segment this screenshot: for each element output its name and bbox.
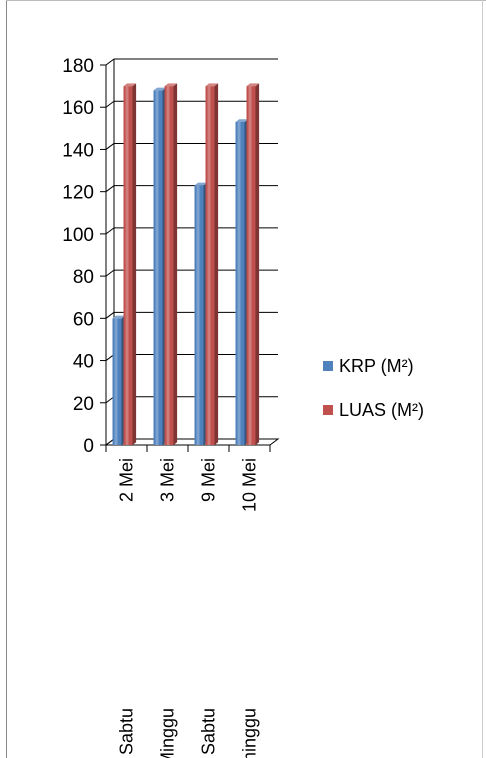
x-date-label: 10 Mei — [240, 458, 260, 512]
bar-highlight — [196, 185, 200, 446]
bars — [112, 83, 260, 446]
y-tick-label: 60 — [73, 309, 94, 330]
x-date-label: 3 Mei — [158, 458, 178, 502]
bar-side — [214, 83, 219, 446]
y-tick-label: 40 — [73, 352, 94, 373]
x-day-label: minggu — [240, 708, 260, 758]
bar-highlight — [237, 122, 241, 445]
bar-side — [173, 83, 178, 446]
legend-label: KRP (M²) — [339, 356, 414, 376]
bar-top — [164, 83, 178, 87]
legend-entry: KRP (M²) — [323, 356, 414, 376]
gridline-side — [105, 227, 115, 235]
y-tick-label: 100 — [62, 225, 94, 246]
y-tick-label: 80 — [73, 267, 94, 288]
x-day-label: Sabtu — [117, 708, 137, 755]
x-day-label: Minggu — [158, 708, 178, 758]
y-tick-label: 160 — [62, 98, 94, 119]
bar — [246, 83, 260, 446]
bar — [164, 83, 178, 446]
bar-top — [153, 87, 167, 91]
x-date-label: 9 Mei — [199, 458, 219, 502]
bar — [123, 83, 137, 446]
y-tick-label: 0 — [83, 436, 94, 457]
legend-entry: LUAS (M²) — [323, 400, 424, 420]
x-date-label: 2 Mei — [117, 458, 137, 502]
bar-top — [246, 83, 260, 87]
y-tick-label: 120 — [62, 183, 94, 204]
x-day-label: Sabtu — [199, 708, 219, 755]
gridline-side — [105, 100, 115, 108]
bar-top — [123, 83, 137, 87]
gridline-side — [105, 269, 115, 277]
bar — [194, 182, 208, 446]
bar — [112, 315, 126, 445]
y-tick-label: 20 — [73, 394, 94, 415]
gridline-side — [105, 311, 115, 319]
bar-top — [205, 83, 219, 87]
bar — [235, 119, 249, 446]
bar-side — [132, 83, 137, 446]
bar — [153, 87, 167, 445]
y-tick-labels: 0 20 40 60 80 100 120 140 160 180 — [62, 56, 94, 457]
y-tick-label: 180 — [62, 56, 94, 77]
bar-side — [255, 83, 260, 446]
bar-highlight — [114, 318, 118, 445]
floor — [104, 438, 280, 446]
bar — [205, 83, 219, 446]
x-tick-labels: 2 Mei Sabtu 3 Mei Minggu 9 Mei Sabtu 10 Mei min… — [117, 458, 260, 758]
gridline-side — [105, 58, 115, 66]
bar-top — [112, 315, 126, 319]
bar-top — [235, 119, 249, 122]
gridline-side — [105, 143, 115, 150]
legend-label: LUAS (M²) — [339, 400, 424, 420]
y-tick-label: 140 — [62, 140, 94, 161]
legend-swatch — [323, 361, 333, 371]
legend: KRP (M²) LUAS (M²) — [323, 356, 424, 420]
bar-highlight — [207, 86, 211, 445]
gridline-side — [105, 185, 115, 193]
bar-highlight — [166, 86, 170, 445]
legend-swatch — [323, 405, 333, 415]
bar-highlight — [125, 86, 129, 445]
bar-top — [194, 182, 208, 186]
axes — [100, 59, 280, 452]
bar-highlight — [248, 86, 252, 445]
bar-highlight — [155, 90, 159, 445]
